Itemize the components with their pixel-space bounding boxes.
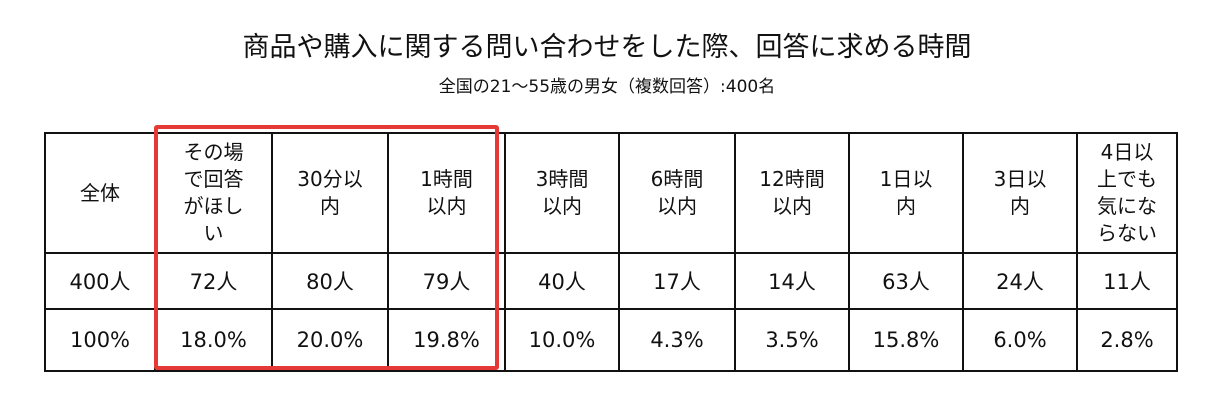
header-cell: 3日以内	[962, 132, 1078, 254]
header-line: 上でも	[1097, 167, 1157, 191]
percent-cell: 18.0%	[154, 308, 273, 372]
count-cell: 80人	[271, 252, 389, 310]
header-line: 1時間	[420, 167, 473, 191]
header-cell: 30分以内	[271, 132, 389, 254]
header-cell: その場で回答がほしい	[154, 132, 273, 254]
header-line: 以内	[426, 194, 467, 218]
header-line: 1日以	[879, 167, 933, 191]
header-cell: 1時間以内	[387, 132, 506, 254]
header-line: 3日以	[993, 167, 1047, 191]
header-line: 気にな	[1097, 194, 1157, 218]
count-cell: 400人	[44, 252, 156, 310]
percent-cell: 100%	[44, 308, 156, 372]
percent-cell: 3.5%	[734, 308, 850, 372]
header-cell: 3時間以内	[504, 132, 620, 254]
header-cell: 6時間以内	[618, 132, 736, 254]
percent-row: 100% 18.0% 20.0% 19.8% 10.0% 4.3% 3.5% 1…	[44, 308, 1178, 372]
page-subtitle: 全国の21～55歳の男女（複数回答）:400名	[438, 77, 776, 97]
header-line: 以内	[657, 194, 697, 218]
percent-cell: 10.0%	[504, 308, 620, 372]
header-line: 全体	[80, 180, 120, 205]
percent-cell: 20.0%	[271, 308, 389, 372]
count-row: 400人 72人 80人 79人 40人 17人 14人 63人 24人 11人	[44, 252, 1178, 310]
header-cell: 12時間以内	[734, 132, 850, 254]
table-header-row: 全体 その場で回答がほしい 30分以内 1時間以内 3時間以内 6時間以内 12…	[44, 132, 1178, 254]
count-cell: 40人	[504, 252, 620, 310]
count-cell: 17人	[618, 252, 736, 310]
header-line: 30分以	[297, 167, 363, 191]
header-line: 以内	[772, 194, 812, 218]
percent-cell: 15.8%	[848, 308, 964, 372]
header-line: 6時間	[650, 167, 704, 191]
header-line: 12時間	[759, 167, 825, 191]
header-line: 4日以	[1100, 140, 1154, 164]
header-line: 3時間	[535, 167, 589, 191]
header-line: らない	[1097, 221, 1157, 245]
survey-table: 全体 その場で回答がほしい 30分以内 1時間以内 3時間以内 6時間以内 12…	[44, 132, 1178, 372]
header-line: その場	[183, 140, 244, 164]
percent-cell: 4.3%	[618, 308, 736, 372]
header-line: 内	[896, 194, 916, 218]
header-line: で回答	[183, 167, 244, 191]
count-cell: 24人	[962, 252, 1078, 310]
page-title: 商品や購入に関する問い合わせをした際、回答に求める時間	[242, 32, 972, 63]
header-cell: 4日以上でも気にならない	[1076, 132, 1178, 254]
header-cell: 1日以内	[848, 132, 964, 254]
header-line: い	[203, 221, 224, 245]
header-line: がほし	[183, 194, 244, 218]
percent-cell: 6.0%	[962, 308, 1078, 372]
count-cell: 79人	[387, 252, 506, 310]
count-cell: 14人	[734, 252, 850, 310]
count-cell: 63人	[848, 252, 964, 310]
header-cell: 全体	[44, 132, 156, 254]
count-cell: 72人	[154, 252, 273, 310]
percent-cell: 2.8%	[1076, 308, 1178, 372]
header-line: 以内	[542, 194, 582, 218]
header-line: 内	[1010, 194, 1030, 218]
header-line: 内	[320, 194, 340, 218]
count-cell: 11人	[1076, 252, 1178, 310]
percent-cell: 19.8%	[387, 308, 506, 372]
